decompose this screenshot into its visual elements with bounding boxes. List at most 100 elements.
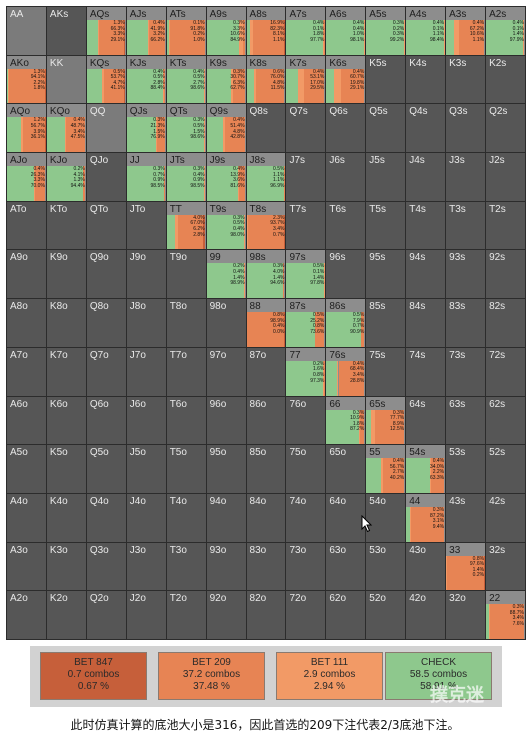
hand-cell[interactable]: 32s: [485, 541, 526, 592]
hand-cell[interactable]: A7s 0.4% 0.1% 1.8% 97.7%: [285, 6, 327, 56]
hand-cell[interactable]: J9s 0.4% 13.9% 3.6% 81.6%: [205, 152, 247, 202]
hand-cell[interactable]: 85s: [365, 298, 407, 348]
hand-cell[interactable]: 84s: [405, 298, 447, 348]
hand-cell[interactable]: J7s: [285, 152, 327, 202]
legend-check[interactable]: CHECK 58.5 combos 58.91 %: [385, 652, 492, 700]
hand-cell[interactable]: 42s: [485, 492, 526, 543]
hand-cell[interactable]: 92o: [205, 590, 247, 640]
hand-cell[interactable]: K3s: [445, 54, 487, 105]
hand-cell[interactable]: 87s 0.5% 25.2% 0.8% 73.6%: [285, 298, 327, 348]
hand-cell[interactable]: Q6o: [85, 395, 127, 446]
hand-cell[interactable]: JTo: [125, 200, 167, 251]
hand-cell[interactable]: KTo: [45, 200, 87, 251]
hand-cell[interactable]: 77 0.2% 1.6% 0.8% 97.3%: [285, 346, 327, 397]
hand-cell[interactable]: QJs 0.3% 21.3% 1.5% 76.9%: [125, 103, 167, 154]
hand-cell[interactable]: QJo: [85, 152, 127, 202]
hand-cell[interactable]: 65s 0.3% 77.7% 8.9% 12.5%: [365, 395, 407, 446]
hand-cell[interactable]: KQs 0.5% 53.7% 4.7% 41.1%: [85, 54, 127, 105]
hand-cell[interactable]: A8s 16.9% 82.3% 8.1% 1.1%: [245, 6, 287, 56]
hand-cell[interactable]: A5s 0.3% 0.2% 0.3% 99.2%: [365, 6, 407, 56]
hand-cell[interactable]: T9o: [165, 249, 207, 300]
hand-cell[interactable]: K2o: [45, 590, 87, 640]
hand-cell[interactable]: J3o: [125, 541, 167, 592]
hand-cell[interactable]: AA: [6, 6, 47, 56]
hand-cell[interactable]: J8s 0.5% 1.1% 1.1% 96.9%: [245, 152, 287, 202]
hand-cell[interactable]: AQs 1.3% 66.3% 3.3% 29.1%: [85, 6, 127, 56]
hand-cell[interactable]: 99 0.2% 0.4% 1.4% 98.9%: [205, 249, 247, 300]
hand-cell[interactable]: 98s 0.3% 4.0% 1.4% 94.6%: [245, 249, 287, 300]
hand-cell[interactable]: Q9o: [85, 249, 127, 300]
hand-cell[interactable]: 84o: [245, 492, 287, 543]
hand-cell[interactable]: 32o: [445, 590, 487, 640]
hand-cell[interactable]: J2o: [125, 590, 167, 640]
legend-bet-209[interactable]: BET 209 37.2 combos 37.48 %: [158, 652, 265, 700]
hand-cell[interactable]: 96o: [205, 395, 247, 446]
hand-cell[interactable]: A9o: [6, 249, 47, 300]
hand-cell[interactable]: 97o: [205, 346, 247, 397]
hand-cell[interactable]: Q2o: [85, 590, 127, 640]
hand-cell[interactable]: 95o: [205, 444, 247, 494]
hand-cell[interactable]: K9o: [45, 249, 87, 300]
hand-cell[interactable]: J2s: [485, 152, 526, 202]
hand-cell[interactable]: 75s: [365, 346, 407, 397]
hand-cell[interactable]: 86o: [245, 395, 287, 446]
hand-cell[interactable]: J5s: [365, 152, 407, 202]
hand-cell[interactable]: 22 0.3% 88.7% 3.4% 7.6%: [485, 590, 526, 640]
hand-cell[interactable]: AJs 0.4% 41.9% 3.2% 66.2%: [125, 6, 167, 56]
hand-cell[interactable]: A7o: [6, 346, 47, 397]
hand-cell[interactable]: 42o: [405, 590, 447, 640]
hand-cell[interactable]: A6o: [6, 395, 47, 446]
hand-cell[interactable]: K5s: [365, 54, 407, 105]
hand-cell[interactable]: 64s: [405, 395, 447, 446]
hand-cell[interactable]: KTs 0.4% 0.5% 2.7% 98.6%: [165, 54, 207, 105]
hand-cell[interactable]: KQo 0.4% 48.7% 3.4% 47.5%: [45, 103, 87, 154]
hand-cell[interactable]: K7s 0.4% 53.1% 17.0% 29.5%: [285, 54, 327, 105]
hand-cell[interactable]: 53o: [365, 541, 407, 592]
hand-cell[interactable]: 63s: [445, 395, 487, 446]
hand-cell[interactable]: K4s: [405, 54, 447, 105]
hand-cell[interactable]: T2o: [165, 590, 207, 640]
hand-cell[interactable]: QTo: [85, 200, 127, 251]
hand-cell[interactable]: K2s: [485, 54, 526, 105]
hand-cell[interactable]: A4s 0.4% 0.1% 1.1% 98.4%: [405, 6, 447, 56]
hand-cell[interactable]: A8o: [6, 298, 47, 348]
hand-cell[interactable]: T6s: [325, 200, 367, 251]
hand-cell[interactable]: TT 4.0% 67.0% 6.2% 2.8%: [165, 200, 207, 251]
hand-cell[interactable]: 52o: [365, 590, 407, 640]
hand-cell[interactable]: 95s: [365, 249, 407, 300]
hand-cell[interactable]: 62o: [325, 590, 367, 640]
hand-cell[interactable]: K8o: [45, 298, 87, 348]
hand-cell[interactable]: 82s: [485, 298, 526, 348]
hand-cell[interactable]: K9s 0.3% 30.7% 6.3% 62.7%: [205, 54, 247, 105]
hand-cell[interactable]: K4o: [45, 492, 87, 543]
hand-cell[interactable]: KJs 0.4% 0.5% 2.8% 88.4%: [125, 54, 167, 105]
hand-cell[interactable]: 33 0.8% 97.6% 1.4% 0.2%: [445, 541, 487, 592]
hand-cell[interactable]: Q4o: [85, 492, 127, 543]
hand-cell[interactable]: JJ 0.3% 0.7% 0.9% 98.5%: [125, 152, 167, 202]
hand-cell[interactable]: 97s 0.5% 0.1% 1.4% 97.8%: [285, 249, 327, 300]
hand-cell[interactable]: Q8o: [85, 298, 127, 348]
hand-cell[interactable]: Q3s: [445, 103, 487, 154]
hand-cell[interactable]: J4s: [405, 152, 447, 202]
hand-cell[interactable]: 85o: [245, 444, 287, 494]
hand-cell[interactable]: T7o: [165, 346, 207, 397]
hand-cell[interactable]: Q7s: [285, 103, 327, 154]
hand-cell[interactable]: 72s: [485, 346, 526, 397]
hand-cell[interactable]: A5o: [6, 444, 47, 494]
hand-cell[interactable]: T2s: [485, 200, 526, 251]
hand-cell[interactable]: 83o: [245, 541, 287, 592]
hand-cell[interactable]: 86s 0.5% 7.9% 0.7% 90.9%: [325, 298, 367, 348]
hand-cell[interactable]: A2s 0.4% 0.1% 1.4% 97.9%: [485, 6, 526, 56]
hand-cell[interactable]: 62s: [485, 395, 526, 446]
hand-cell[interactable]: 44 0.3% 87.2% 3.1% 9.4%: [405, 492, 447, 543]
hand-cell[interactable]: 82o: [245, 590, 287, 640]
hand-cell[interactable]: A6s 0.4% 0.4% 1.0% 98.1%: [325, 6, 367, 56]
hand-cell[interactable]: 72o: [285, 590, 327, 640]
hand-cell[interactable]: AJo 0.4% 26.3% 3.3% 70.0%: [6, 152, 47, 202]
hand-cell[interactable]: 96s: [325, 249, 367, 300]
hand-cell[interactable]: 54s 0.4% 34.0% 2.2% 63.3%: [405, 444, 447, 494]
hand-cell[interactable]: J9o: [125, 249, 167, 300]
hand-cell[interactable]: 75o: [285, 444, 327, 494]
hand-cell[interactable]: T5s: [365, 200, 407, 251]
hand-cell[interactable]: ATs 0.1% 91.8% 0.2% 1.0%: [165, 6, 207, 56]
